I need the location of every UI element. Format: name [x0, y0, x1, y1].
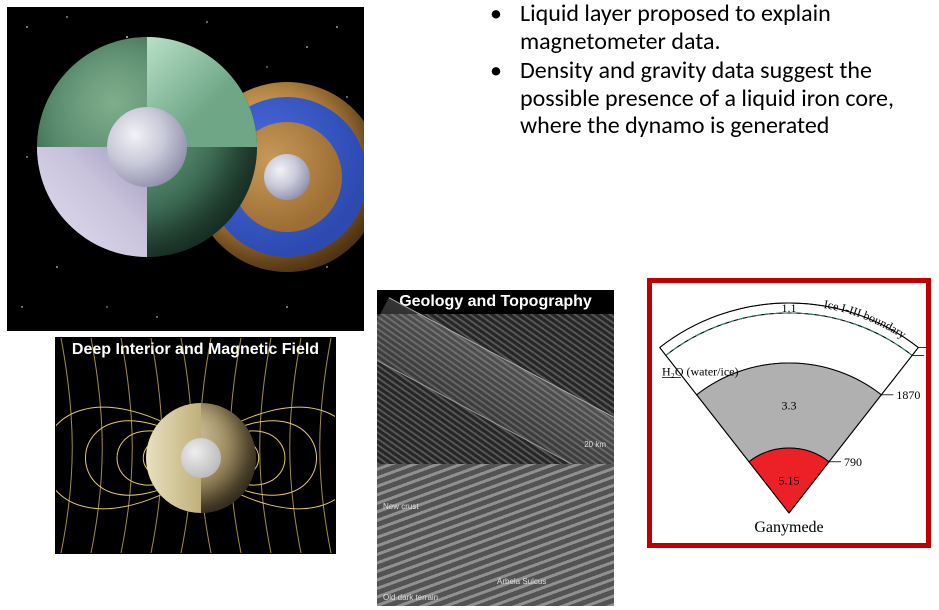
- geology-panel: Geology and Topography 20 km New crust A…: [377, 290, 614, 606]
- arbela-label: Arbela Sulcus: [497, 577, 546, 586]
- scale-label: 20 km: [584, 440, 606, 449]
- fan-caption: Ganymede: [652, 519, 926, 537]
- svg-text:790: 790: [844, 455, 862, 469]
- bullet-text: Liquid layer proposed to explain magneto…: [520, 0, 831, 56]
- geology-top-image: [377, 314, 614, 464]
- cutaway-spheres-panel: [7, 7, 364, 331]
- panel-title: Geology and Topography: [377, 293, 614, 311]
- ganymede-fan-diagram: 1.13.35.15263425021870790H₂O (water/ice)…: [647, 278, 931, 548]
- inner-core: [181, 438, 221, 478]
- svg-text:1870: 1870: [896, 388, 920, 402]
- inner-core: [264, 154, 310, 200]
- bullet-item: Liquid layer proposed to explain magneto…: [480, 0, 920, 55]
- fan-svg: 1.13.35.15263425021870790H₂O (water/ice)…: [652, 283, 926, 543]
- magnetic-moon: [146, 403, 256, 513]
- bullet-text: Density and gravity data suggest the pos…: [520, 56, 894, 140]
- magnetic-field-panel: Deep Interior and Magnetic Field: [55, 337, 336, 554]
- new-crust-label: New crust: [383, 502, 419, 511]
- old-terrain-label: Old dark terrain: [383, 593, 438, 602]
- inner-core: [107, 107, 187, 187]
- svg-text:3.3: 3.3: [782, 399, 797, 413]
- svg-text:1.1: 1.1: [782, 301, 797, 315]
- bullet-list: Liquid layer proposed to explain magneto…: [480, 0, 920, 142]
- svg-text:H₂O (water/ice): H₂O (water/ice): [662, 364, 738, 378]
- bullet-item: Density and gravity data suggest the pos…: [480, 57, 920, 140]
- svg-text:5.15: 5.15: [779, 474, 800, 488]
- geology-bottom-image: [377, 464, 614, 606]
- cutaway-sphere-left: [37, 37, 257, 257]
